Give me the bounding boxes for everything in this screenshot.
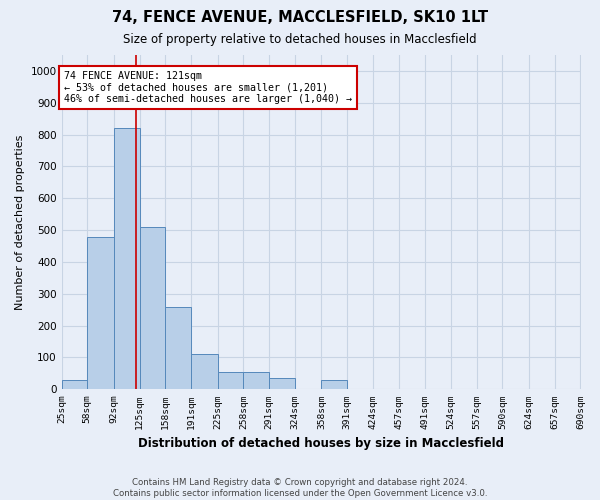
- Bar: [62, 380, 87, 390]
- Bar: [244, 372, 269, 390]
- Bar: [269, 378, 295, 390]
- Bar: [218, 372, 244, 390]
- Bar: [87, 237, 114, 390]
- Y-axis label: Number of detached properties: Number of detached properties: [15, 134, 25, 310]
- Text: Contains HM Land Registry data © Crown copyright and database right 2024.
Contai: Contains HM Land Registry data © Crown c…: [113, 478, 487, 498]
- Text: Size of property relative to detached houses in Macclesfield: Size of property relative to detached ho…: [123, 32, 477, 46]
- Bar: [322, 380, 347, 390]
- Text: 74 FENCE AVENUE: 121sqm
← 53% of detached houses are smaller (1,201)
46% of semi: 74 FENCE AVENUE: 121sqm ← 53% of detache…: [64, 71, 352, 104]
- Bar: [191, 354, 218, 390]
- Text: 74, FENCE AVENUE, MACCLESFIELD, SK10 1LT: 74, FENCE AVENUE, MACCLESFIELD, SK10 1LT: [112, 10, 488, 25]
- Bar: [166, 307, 191, 390]
- Bar: [140, 227, 166, 390]
- X-axis label: Distribution of detached houses by size in Macclesfield: Distribution of detached houses by size …: [138, 437, 504, 450]
- Bar: [114, 128, 140, 390]
